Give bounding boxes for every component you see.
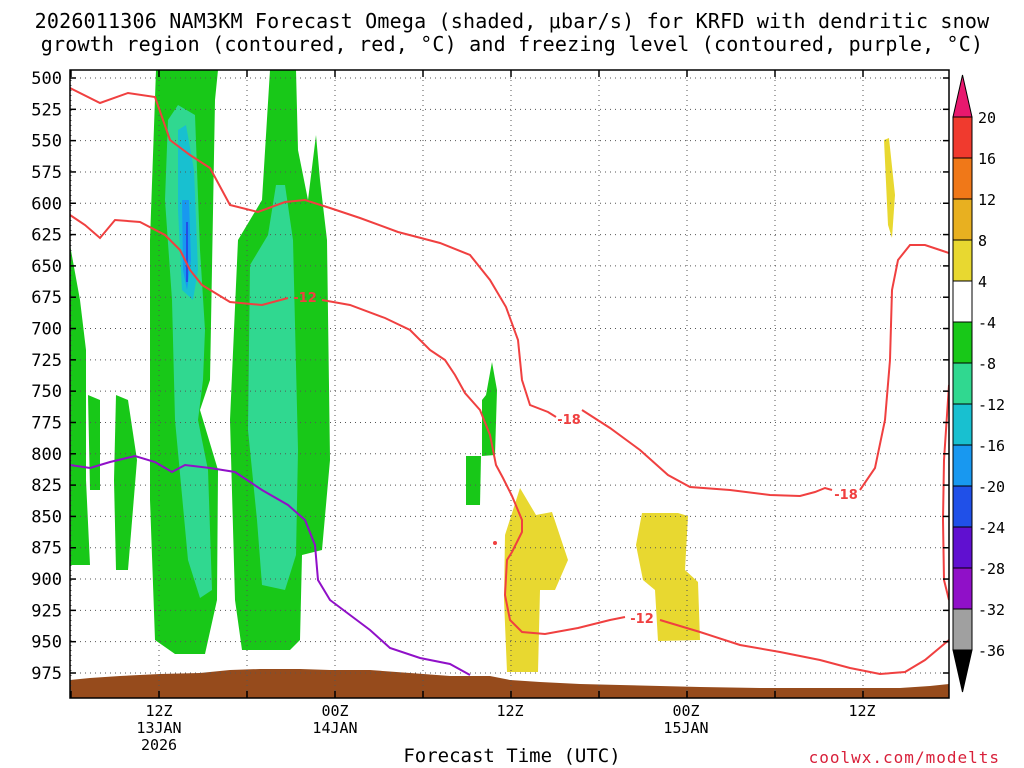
contour-label: -18 [834,488,858,503]
plot-area [70,70,949,698]
y-tick-label: 600 [31,194,62,214]
omega-region [482,362,497,456]
y-tick-label: 950 [31,633,62,653]
x-tick-label: 00Z [672,702,699,720]
colorbar-segment [952,198,973,241]
colorbar-segment [952,157,973,200]
dgz-contour-line [70,214,289,307]
colorbar-segment [952,280,973,323]
y-tick-label: 625 [31,226,62,246]
colorbar-segment [952,321,973,364]
y-tick-label: 850 [31,507,62,527]
y-tick-label: 575 [31,163,62,183]
contour-label: -18 [557,413,581,428]
dgz-contours [70,87,949,676]
colorbar-label: 20 [978,109,996,127]
colorbar-segment [952,403,973,446]
y-axis: 500 525 550 575 600 625 650 675 700 725 750 775 800 8… [31,69,949,684]
x-axis-title: Forecast Time (UTC) [403,745,621,767]
colorbar-segment [952,239,973,282]
y-tick-label: 700 [31,320,62,340]
colorbar-label: -4 [978,314,996,332]
omega-region [114,395,137,570]
colorbar-label: 4 [978,273,987,291]
colorbar-label: -8 [978,355,996,373]
omega-region [466,456,481,505]
terrain [70,669,949,698]
y-tick-label: 525 [31,100,62,120]
colorbar-label: -36 [978,642,1005,660]
omega-region [884,138,895,238]
y-tick-label: 775 [31,413,62,433]
plot-frame [69,69,950,699]
x-tick-label: 12Z [145,702,172,720]
y-tick-label: 975 [31,664,62,684]
y-tick-label: 875 [31,539,62,559]
colorbar-segment [952,526,973,569]
colorbar-segment [952,608,973,651]
omega-region [88,395,100,490]
dgz-contour-line [581,409,833,498]
y-tick-label: 550 [31,132,62,152]
y-tick-label: 900 [31,570,62,590]
chart-title-line2: growth region (contoured, red, °C) and f… [40,32,984,56]
freezing-level-contour [70,454,471,676]
y-tick-label: 800 [31,445,62,465]
colorbar: 20 16 12 8 4 -4 -8 -12 -16 -20 -24 -28 -32 -36 [952,74,1005,693]
colorbar-label: -24 [978,519,1005,537]
dgz-contour-line [321,299,626,636]
dgz-contour-dot [493,541,497,545]
colorbar-segment [952,567,973,610]
y-tick-label: 725 [31,351,62,371]
colorbar-label: -16 [978,437,1005,455]
dgz-contour-line [659,619,949,676]
colorbar-segment [952,444,973,487]
x-tick-label: 15JAN [663,719,708,737]
x-tick-label: 14JAN [312,719,357,737]
omega-region [636,513,700,641]
omega-region [165,105,212,598]
contour-label: -12 [293,291,317,306]
y-tick-label: 675 [31,288,62,308]
credit-text: coolwx.com/modelts [808,748,1000,767]
colorbar-label: -28 [978,560,1005,578]
y-tick-label: 650 [31,257,62,277]
dgz-contour-line [859,244,949,491]
colorbar-label: 16 [978,150,996,168]
colorbar-label: -12 [978,396,1005,414]
x-tick-label: 12Z [496,702,523,720]
dgz-contour-line [70,87,557,418]
x-tick-label: 2026 [141,736,177,754]
contour-label: -12 [630,612,654,627]
y-tick-label: 500 [31,69,62,89]
colorbar-label: -32 [978,601,1005,619]
chart-title-line1: 2026011306 NAM3KM Forecast Omega (shaded… [34,9,990,33]
colorbar-label: -20 [978,478,1005,496]
colorbar-segment [952,362,973,405]
colorbar-segment [952,485,973,528]
dgz-contour-line [941,384,949,601]
colorbar-top-arrow [952,74,973,118]
x-tick-label: 13JAN [136,719,181,737]
colorbar-bottom-arrow [952,649,973,693]
colorbar-label: 12 [978,191,996,209]
y-tick-label: 925 [31,601,62,621]
x-tick-label: 00Z [321,702,348,720]
y-tick-label: 825 [31,476,62,496]
colorbar-segment [952,116,973,159]
y-tick-label: 750 [31,382,62,402]
colorbar-label: 8 [978,232,987,250]
contour-labels: -12 -18 -18 -12 [293,291,858,627]
x-tick-label: 12Z [848,702,875,720]
